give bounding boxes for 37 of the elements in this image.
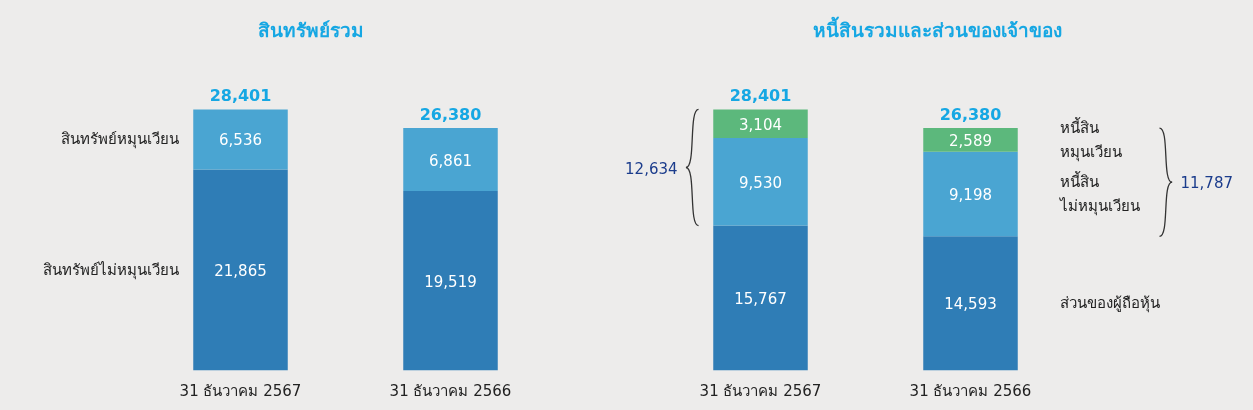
annotation: 12,634 [625, 159, 678, 178]
data-label: 6,536 [219, 131, 262, 150]
series-label: สินทรัพย์หมุนเวียน [60, 130, 179, 150]
text: ส่วนของผู้ถือหุ้น [1059, 294, 1160, 314]
series-label: สินทรัพย์ไม่หมุนเวียน [42, 261, 179, 281]
chart-title: สินทรัพย์รวม [257, 18, 364, 41]
bar [403, 191, 498, 371]
total-label: 28,401 [729, 86, 792, 106]
x-tick-label: 31 ธันวาคม 2567 [699, 381, 822, 400]
bar [193, 109, 288, 170]
chart-title: หนี้สินรวมและส่วนของเจ้าของ [812, 15, 1062, 41]
bar [403, 128, 498, 192]
text: หนี้สิน ไม่หมุนเวียน [1058, 170, 1140, 217]
bar [923, 236, 1018, 371]
data-label: 21,865 [214, 262, 267, 281]
x-tick-label: 31 ธันวาคม 2566 [389, 381, 512, 400]
x-tick-label: 31 ธันวาคม 2566 [909, 381, 1032, 400]
data-label: 14,593 [944, 295, 997, 314]
x-tick-label: 31 ธันวาคม 2567 [179, 381, 302, 400]
total-label: 28,401 [209, 86, 272, 106]
bar [193, 169, 288, 371]
total-label: 26,380 [419, 104, 482, 124]
data-label: 19,519 [424, 272, 477, 291]
text: หนี้สิน หมุนเวียน [1059, 116, 1122, 163]
data-label: 9,198 [949, 186, 992, 205]
total-label: 26,380 [939, 104, 1002, 124]
bar [713, 109, 808, 138]
data-label: 2,589 [949, 131, 992, 150]
bar [713, 137, 808, 226]
bar [923, 151, 1018, 237]
data-label: 6,861 [429, 151, 472, 170]
text: 11,787 [1180, 174, 1233, 193]
data-label: 9,530 [739, 173, 782, 192]
bar [713, 225, 808, 371]
data-label: 15,767 [734, 290, 787, 309]
bar [923, 128, 1018, 152]
data-label: 3,104 [739, 115, 782, 134]
